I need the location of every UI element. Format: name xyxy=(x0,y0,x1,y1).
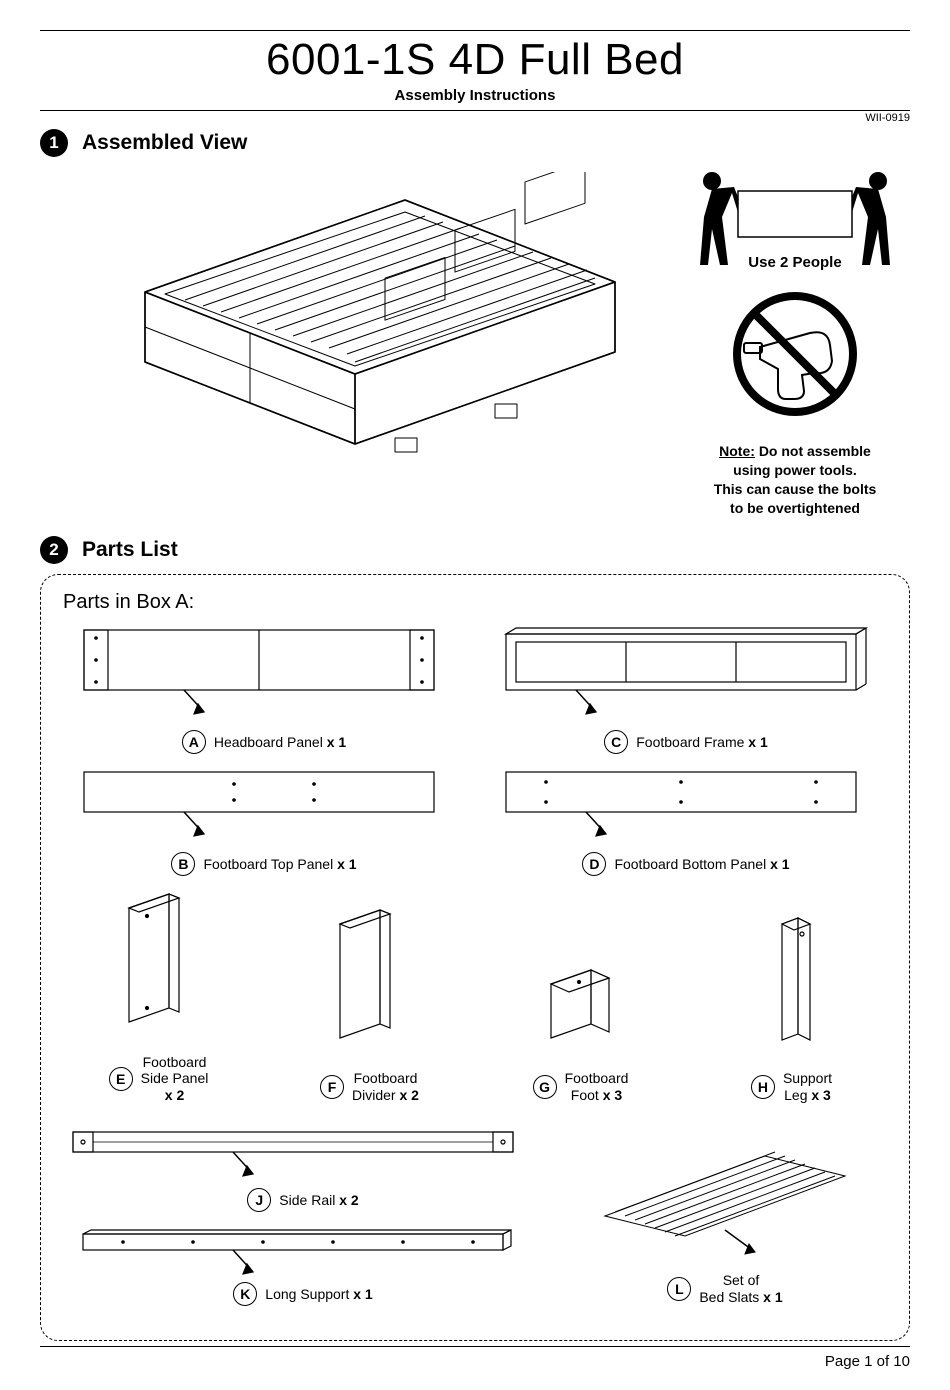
part-F-letter: F xyxy=(320,1075,344,1099)
part-A: A Headboard Panel x 1 xyxy=(63,624,465,754)
section-1-bullet: 1 xyxy=(40,129,68,157)
part-L-letter: L xyxy=(667,1277,691,1301)
part-B: B Footboard Top Panel x 1 xyxy=(63,766,465,876)
part-K-letter: K xyxy=(233,1282,257,1306)
part-G-letter: G xyxy=(533,1075,557,1099)
section-2-header: 2 Parts List xyxy=(40,536,910,564)
part-E: E Footboard Side Panel x 2 xyxy=(63,888,254,1104)
title-rule xyxy=(40,110,910,111)
part-H: H Support Leg x 3 xyxy=(696,904,887,1104)
doc-id: WII-0919 xyxy=(865,112,910,124)
section-1-title: Assembled View xyxy=(82,131,247,155)
top-rule xyxy=(40,30,910,31)
part-H-letter: H xyxy=(751,1075,775,1099)
part-C: C Footboard Frame x 1 xyxy=(485,624,887,754)
part-E-letter: E xyxy=(109,1067,133,1091)
note-label: Note: xyxy=(719,443,755,459)
part-B-letter: B xyxy=(171,852,195,876)
assembled-view-diagram xyxy=(40,167,650,467)
parts-box: Parts in Box A: A Headboard Panel x 1 xyxy=(40,574,910,1341)
section-2-bullet: 2 xyxy=(40,536,68,564)
part-D: D Footboard Bottom Panel x 1 xyxy=(485,766,887,876)
section-2-title: Parts List xyxy=(82,538,178,562)
parts-box-title: Parts in Box A: xyxy=(63,591,887,614)
two-people-icon: Use 2 People xyxy=(690,167,900,271)
part-D-letter: D xyxy=(582,852,606,876)
page-subtitle: Assembly Instructions xyxy=(40,87,910,104)
part-G: G Footboard Foot x 3 xyxy=(485,904,676,1104)
page-footer: Page 1 of 10 xyxy=(40,1346,910,1370)
part-JK: J Side Rail x 2 K Long Support x 1 xyxy=(63,1122,543,1306)
note-text: Note: Do not assemble using power tools.… xyxy=(714,442,877,518)
part-F: F Footboard Divider x 2 xyxy=(274,904,465,1104)
no-drill-icon xyxy=(720,289,870,424)
page-title: 6001-1S 4D Full Bed xyxy=(40,35,910,85)
section-1-header: 1 Assembled View xyxy=(40,129,910,157)
part-C-letter: C xyxy=(604,730,628,754)
part-A-letter: A xyxy=(182,730,206,754)
part-J-letter: J xyxy=(247,1188,271,1212)
part-L: L Set of Bed Slats x 1 xyxy=(563,1116,887,1306)
